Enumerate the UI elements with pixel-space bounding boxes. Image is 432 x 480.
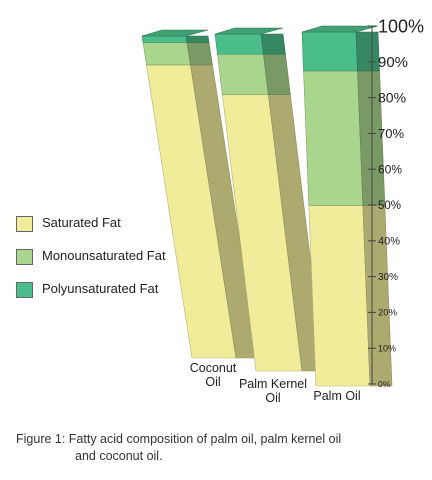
stacked-3d-bar-chart: 0% 10% 20% 30% 40% 50% 60% 70% 80% 90% 100% Coconut… (141, 16, 424, 405)
category-label-0-line-0: Coconut (190, 361, 237, 375)
y-tick-label-9: 90% (378, 54, 408, 71)
bar-side-0-1 (186, 42, 213, 66)
legend-swatch-monounsaturated (16, 249, 33, 265)
bar-segment-2-1 (303, 70, 364, 206)
legend-label-polyunsaturated: Polyunsaturated Fat (42, 281, 159, 296)
legend-item-saturated: Saturated Fat (16, 214, 206, 238)
bar-segment-0-1 (142, 42, 191, 66)
legend-label-saturated: Saturated Fat (42, 215, 121, 230)
y-tick-label-3: 30% (378, 272, 398, 283)
bar-top-2 (301, 25, 379, 33)
figure-caption: Figure 1: Fatty acid composition of palm… (16, 431, 426, 465)
bar-side-1-2 (260, 33, 286, 55)
category-label-1-line-1: Oil (265, 391, 280, 405)
caption-line-1: Figure 1: Fatty acid composition of palm… (16, 432, 342, 446)
bar-segment-1-2 (214, 33, 264, 55)
y-tick-label-10: 100% (378, 16, 424, 36)
y-tick-label-2: 20% (378, 308, 398, 319)
bar-segment-2-2 (301, 31, 358, 72)
y-tick-label-6: 60% (378, 162, 402, 176)
bar-segment-2-0 (308, 205, 371, 387)
legend-label-monounsaturated: Monounsaturated Fat (42, 248, 166, 263)
legend-swatch-polyunsaturated (16, 282, 33, 298)
chart-legend: Saturated Fat Monounsaturated Fat Polyun… (16, 214, 206, 313)
bar-side-0-2 (185, 35, 210, 43)
y-tick-label-4: 40% (378, 236, 400, 248)
y-tick-label-1: 10% (378, 343, 396, 353)
category-label-2: Palm Oil (313, 389, 360, 403)
y-tick-label-7: 70% (378, 126, 404, 141)
legend-swatch-saturated (16, 216, 33, 232)
y-tick-label-8: 80% (378, 90, 406, 106)
bar-top-1 (214, 27, 284, 35)
caption-line-2: and coconut oil. (75, 449, 163, 463)
bar-side-2-2 (355, 31, 380, 72)
y-tick-label-5: 50% (378, 200, 401, 212)
bar-top-0 (141, 29, 209, 37)
y-tick-label-0: 0% (378, 379, 391, 389)
bar-segment-1-1 (217, 53, 269, 95)
legend-item-monounsaturated: Monounsaturated Fat (16, 247, 206, 271)
bar-segment-0-2 (141, 35, 188, 43)
category-label-1-line-0: Palm Kernel (239, 377, 307, 391)
legend-item-polyunsaturated: Polyunsaturated Fat (16, 280, 206, 304)
category-label-0-line-1: Oil (205, 375, 220, 389)
bar-side-1-1 (263, 53, 291, 95)
